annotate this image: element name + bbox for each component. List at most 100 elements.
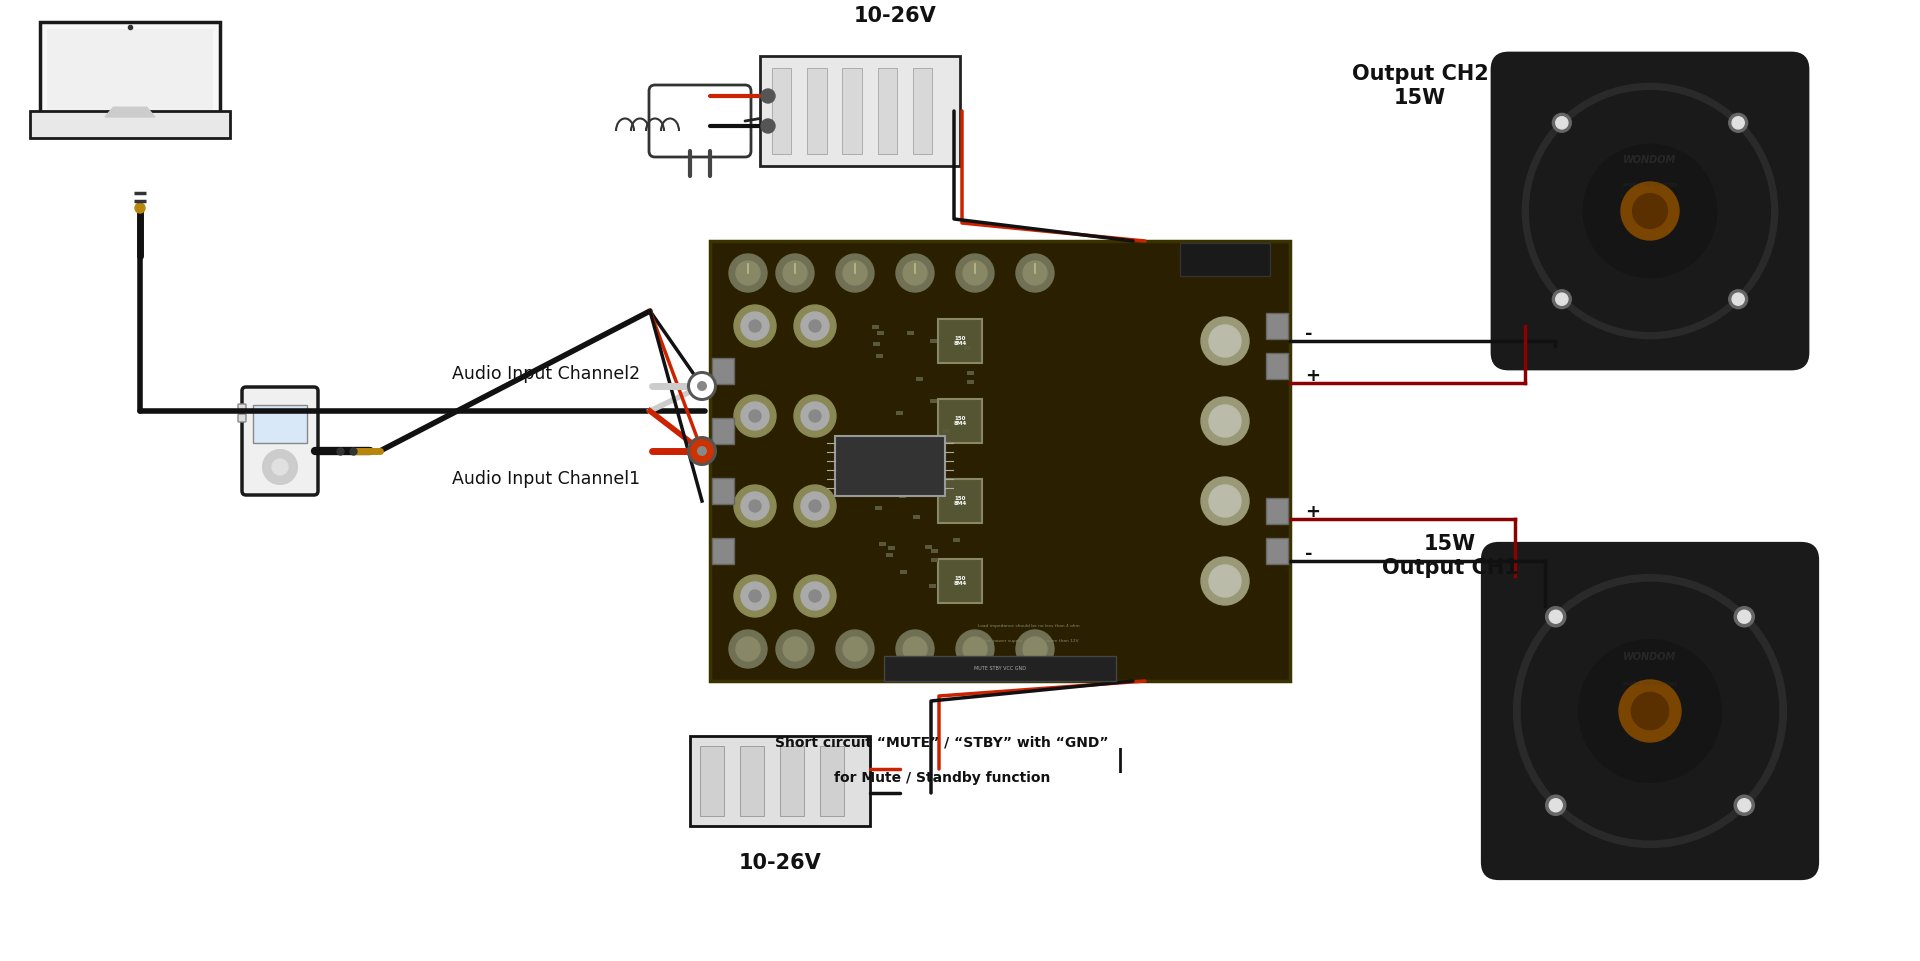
- FancyBboxPatch shape: [897, 411, 902, 415]
- FancyBboxPatch shape: [929, 339, 937, 343]
- Circle shape: [1202, 557, 1250, 605]
- FancyBboxPatch shape: [939, 319, 981, 363]
- FancyBboxPatch shape: [40, 22, 221, 117]
- Text: 10-26V: 10-26V: [739, 853, 822, 873]
- FancyBboxPatch shape: [914, 515, 920, 520]
- FancyBboxPatch shape: [939, 559, 981, 603]
- FancyBboxPatch shape: [712, 538, 733, 564]
- FancyBboxPatch shape: [820, 746, 845, 816]
- Circle shape: [1202, 397, 1250, 445]
- Circle shape: [1521, 582, 1778, 840]
- Text: Load impedance should be no less than 4 ohm: Load impedance should be no less than 4 …: [977, 624, 1079, 628]
- Text: for Mute / Standby function: for Mute / Standby function: [833, 771, 1050, 785]
- Circle shape: [801, 582, 829, 610]
- Circle shape: [1734, 795, 1755, 815]
- FancyBboxPatch shape: [966, 371, 973, 375]
- Circle shape: [1546, 795, 1567, 815]
- Circle shape: [273, 459, 288, 475]
- FancyBboxPatch shape: [772, 68, 791, 154]
- FancyBboxPatch shape: [1480, 542, 1818, 880]
- Circle shape: [956, 630, 995, 668]
- FancyBboxPatch shape: [876, 355, 883, 358]
- FancyBboxPatch shape: [900, 450, 908, 454]
- FancyBboxPatch shape: [931, 550, 937, 554]
- Circle shape: [687, 436, 716, 466]
- Circle shape: [689, 439, 714, 463]
- Circle shape: [1578, 640, 1722, 782]
- Text: 15W
Output CH1: 15W Output CH1: [1382, 534, 1519, 578]
- FancyBboxPatch shape: [238, 404, 246, 412]
- Text: audio technology: audio technology: [1622, 183, 1678, 187]
- Circle shape: [733, 305, 776, 347]
- FancyBboxPatch shape: [689, 736, 870, 826]
- Circle shape: [1732, 293, 1743, 306]
- Circle shape: [1023, 637, 1046, 661]
- Circle shape: [733, 575, 776, 617]
- FancyBboxPatch shape: [835, 436, 945, 496]
- Circle shape: [1210, 565, 1240, 597]
- FancyBboxPatch shape: [701, 746, 724, 816]
- FancyBboxPatch shape: [939, 479, 981, 523]
- FancyBboxPatch shape: [877, 68, 897, 154]
- Circle shape: [730, 630, 766, 668]
- Circle shape: [741, 582, 770, 610]
- FancyBboxPatch shape: [883, 656, 1116, 681]
- FancyBboxPatch shape: [780, 746, 804, 816]
- Circle shape: [897, 254, 933, 292]
- Text: WONDOM: WONDOM: [1624, 156, 1676, 165]
- Circle shape: [1210, 325, 1240, 357]
- FancyBboxPatch shape: [877, 332, 883, 335]
- Circle shape: [1530, 90, 1770, 332]
- Circle shape: [689, 374, 714, 398]
- Text: +: +: [1306, 367, 1321, 385]
- Text: Audio Input Channel2: Audio Input Channel2: [451, 365, 639, 383]
- Circle shape: [1202, 477, 1250, 525]
- FancyBboxPatch shape: [242, 387, 319, 495]
- FancyBboxPatch shape: [900, 570, 908, 574]
- FancyBboxPatch shape: [1265, 498, 1288, 524]
- Polygon shape: [106, 108, 156, 117]
- FancyBboxPatch shape: [889, 546, 895, 550]
- FancyBboxPatch shape: [968, 380, 973, 384]
- Circle shape: [843, 261, 868, 285]
- Circle shape: [795, 305, 835, 347]
- FancyBboxPatch shape: [1265, 313, 1288, 339]
- FancyBboxPatch shape: [712, 418, 733, 444]
- Circle shape: [733, 395, 776, 437]
- Circle shape: [964, 637, 987, 661]
- Circle shape: [835, 254, 874, 292]
- FancyBboxPatch shape: [872, 326, 879, 330]
- Circle shape: [749, 500, 760, 512]
- Circle shape: [1023, 261, 1046, 285]
- Circle shape: [749, 590, 760, 602]
- Circle shape: [263, 450, 298, 484]
- FancyBboxPatch shape: [929, 584, 937, 588]
- FancyBboxPatch shape: [939, 399, 981, 443]
- Circle shape: [1553, 113, 1571, 133]
- Circle shape: [697, 381, 707, 391]
- FancyBboxPatch shape: [943, 430, 950, 433]
- Circle shape: [1513, 575, 1786, 848]
- Circle shape: [1732, 116, 1743, 129]
- Circle shape: [1016, 630, 1054, 668]
- Circle shape: [760, 119, 776, 133]
- Circle shape: [1546, 606, 1567, 627]
- Circle shape: [730, 254, 766, 292]
- FancyBboxPatch shape: [760, 56, 960, 166]
- Circle shape: [1210, 485, 1240, 517]
- FancyBboxPatch shape: [931, 558, 939, 562]
- FancyBboxPatch shape: [885, 554, 893, 557]
- Circle shape: [1620, 182, 1678, 240]
- FancyBboxPatch shape: [649, 85, 751, 157]
- Circle shape: [776, 254, 814, 292]
- FancyBboxPatch shape: [891, 453, 897, 457]
- FancyBboxPatch shape: [912, 68, 933, 154]
- Circle shape: [741, 402, 770, 430]
- Text: -: -: [1306, 325, 1313, 343]
- Circle shape: [808, 590, 822, 602]
- FancyBboxPatch shape: [712, 358, 733, 384]
- Circle shape: [808, 320, 822, 332]
- Circle shape: [1734, 606, 1755, 627]
- Text: MUTE STBY VCC GND: MUTE STBY VCC GND: [973, 667, 1025, 672]
- Circle shape: [697, 446, 707, 456]
